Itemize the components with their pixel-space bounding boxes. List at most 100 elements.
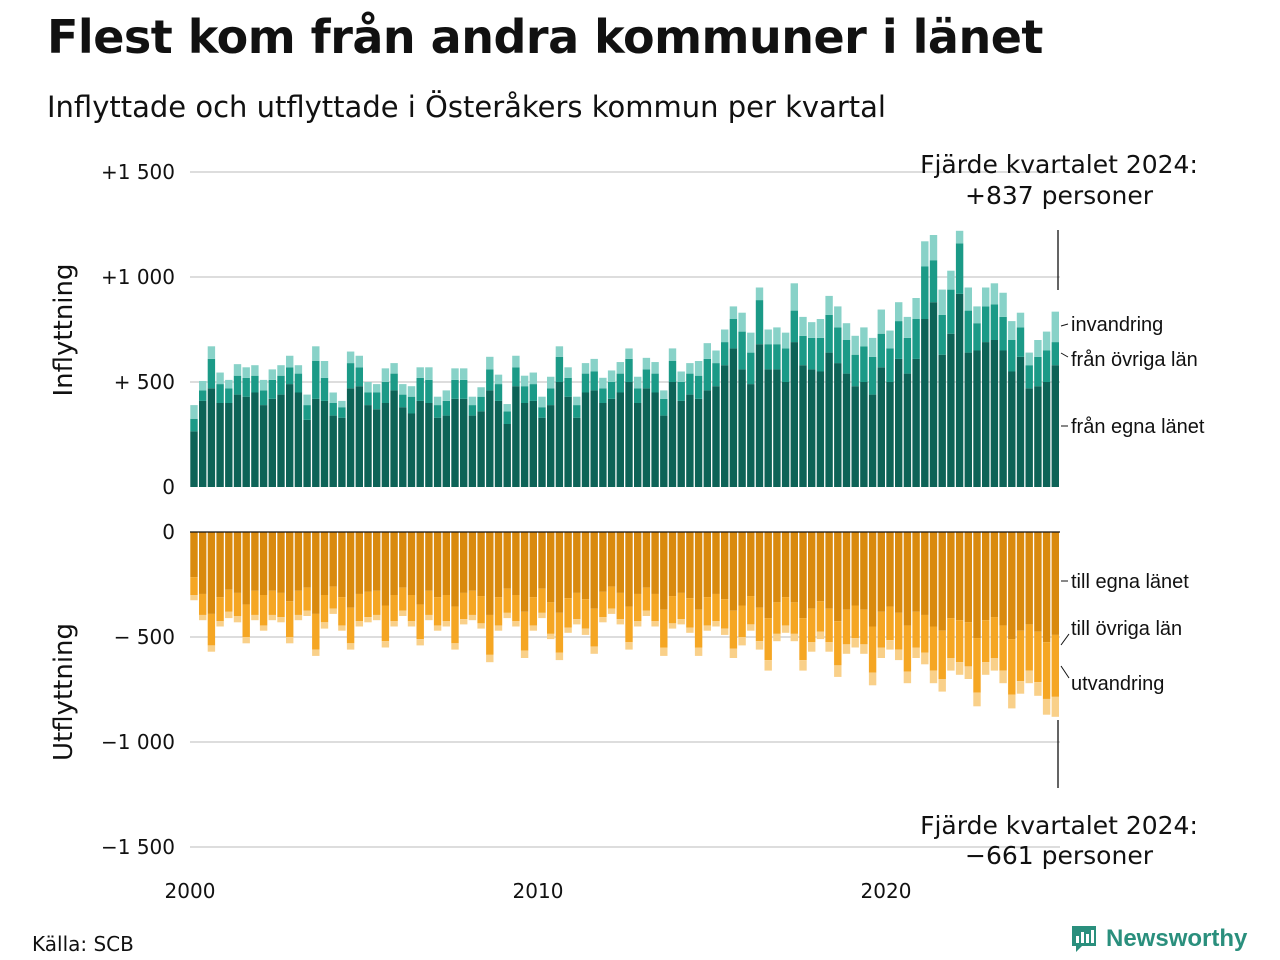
bar-outflow-emigration: [251, 614, 259, 621]
bar-outflow-other-counties: [355, 593, 363, 622]
bar-inflow-immigration: [790, 283, 798, 311]
bar-outflow-own-county: [773, 532, 781, 603]
bar-outflow-emigration: [660, 647, 668, 656]
bar-outflow-other-counties: [512, 595, 520, 622]
bar-outflow-emigration: [886, 640, 894, 650]
bar-outflow-emigration: [399, 610, 407, 616]
bar-outflow-own-county: [1008, 532, 1016, 640]
bar-inflow-other-counties: [433, 405, 442, 418]
bar-inflow-other-counties: [251, 375, 259, 393]
bar-inflow-own-county: [338, 417, 346, 487]
bar-inflow-other-counties: [825, 314, 833, 353]
bar-outflow-own-county: [825, 532, 833, 609]
bar-inflow-immigration: [686, 363, 694, 374]
bar-outflow-own-county: [199, 532, 207, 594]
bar-inflow-immigration: [851, 335, 859, 355]
bar-outflow-emigration: [607, 608, 616, 614]
bar-outflow-other-counties: [721, 599, 729, 629]
bar-inflow-other-counties: [573, 405, 581, 418]
bar-outflow-own-county: [442, 532, 450, 595]
bar-outflow-other-counties: [1034, 631, 1042, 683]
bar-outflow-own-county: [842, 532, 851, 610]
bar-outflow-emigration: [573, 619, 581, 625]
bar-outflow-other-counties: [738, 605, 746, 637]
bar-outflow-other-counties: [381, 605, 390, 642]
bar-inflow-immigration: [329, 392, 337, 403]
bar-inflow-other-counties: [860, 346, 868, 382]
bar-outflow-own-county: [1042, 532, 1051, 643]
bar-inflow-immigration: [199, 380, 207, 391]
bar-outflow-other-counties: [1025, 624, 1033, 671]
bar-outflow-other-counties: [877, 611, 885, 648]
bar-outflow-emigration: [1025, 670, 1033, 684]
bar-inflow-other-counties: [190, 418, 198, 432]
bar-outflow-emigration: [729, 648, 738, 658]
bar-inflow-other-counties: [990, 304, 999, 340]
bar-outflow-emigration: [1008, 694, 1016, 709]
bar-inflow-immigration: [625, 348, 633, 359]
bar-inflow-own-county: [373, 409, 381, 487]
bar-outflow-emigration: [494, 625, 503, 631]
bar-outflow-emigration: [703, 625, 711, 631]
bar-inflow-immigration: [694, 361, 703, 376]
bar-outflow-emigration: [851, 638, 859, 648]
bar-inflow-own-county: [555, 382, 564, 487]
bar-inflow-other-counties: [607, 382, 616, 399]
bar-outflow-emigration: [947, 658, 955, 671]
bar-outflow-own-county: [921, 532, 929, 615]
bar-outflow-emigration: [590, 646, 598, 654]
bar-outflow-other-counties: [503, 588, 511, 613]
bar-inflow-immigration: [668, 348, 677, 361]
bar-inflow-own-county: [199, 400, 207, 487]
bar-outflow-other-counties: [912, 611, 920, 648]
bar-inflow-other-counties: [686, 373, 694, 395]
bar-inflow-own-county: [686, 394, 694, 487]
bar-inflow-other-counties: [1034, 356, 1042, 387]
bar-outflow-emigration: [903, 671, 912, 684]
bar-outflow-other-counties: [529, 597, 537, 626]
series-label-fran-egna-lanet: från egna länet: [1071, 416, 1205, 438]
bar-inflow-own-county: [312, 398, 320, 487]
bar-outflow-other-counties: [1042, 642, 1051, 699]
bar-outflow-other-counties: [868, 626, 877, 673]
bar-outflow-own-county: [607, 532, 616, 587]
bar-inflow-own-county: [494, 400, 503, 487]
bar-inflow-own-county: [547, 405, 555, 487]
bar-outflow-own-county: [877, 532, 885, 612]
bar-inflow-immigration: [538, 396, 546, 408]
bar-outflow-own-county: [477, 532, 485, 597]
bar-outflow-other-counties: [781, 597, 790, 626]
bar-outflow-emigration: [512, 621, 520, 627]
bar-outflow-emigration: [199, 614, 207, 621]
bar-inflow-own-county: [225, 403, 233, 487]
bar-inflow-other-counties: [555, 356, 564, 382]
bar-outflow-own-county: [982, 532, 990, 621]
bar-outflow-emigration: [425, 614, 433, 621]
series-label-fran-ovriga-lan: från övriga län: [1071, 349, 1198, 371]
bar-inflow-other-counties: [216, 384, 224, 403]
bar-inflow-other-counties: [1016, 327, 1025, 357]
bar-inflow-immigration: [425, 367, 433, 380]
bar-inflow-immigration: [973, 306, 981, 324]
bar-inflow-own-county: [747, 384, 755, 487]
bar-inflow-immigration: [929, 235, 938, 261]
bar-outflow-own-county: [407, 532, 416, 595]
bar-inflow-immigration: [1016, 312, 1025, 328]
bar-inflow-other-counties: [616, 373, 624, 393]
bar-inflow-own-county: [964, 352, 972, 487]
bar-outflow-emigration: [581, 628, 590, 635]
bar-outflow-other-counties: [494, 597, 503, 626]
bar-inflow-other-counties: [712, 363, 720, 387]
bar-outflow-own-county: [312, 532, 320, 614]
bar-outflow-own-county: [694, 532, 703, 610]
bar-inflow-immigration: [573, 396, 581, 406]
bar-outflow-emigration: [538, 612, 546, 619]
bar-inflow-immigration: [433, 396, 442, 406]
bar-outflow-own-county: [373, 532, 381, 591]
bar-outflow-own-county: [947, 532, 955, 619]
bar-inflow-other-counties: [477, 396, 485, 412]
bar-outflow-own-county: [494, 532, 503, 598]
bar-outflow-other-counties: [686, 598, 694, 628]
bar-outflow-emigration: [677, 619, 685, 625]
